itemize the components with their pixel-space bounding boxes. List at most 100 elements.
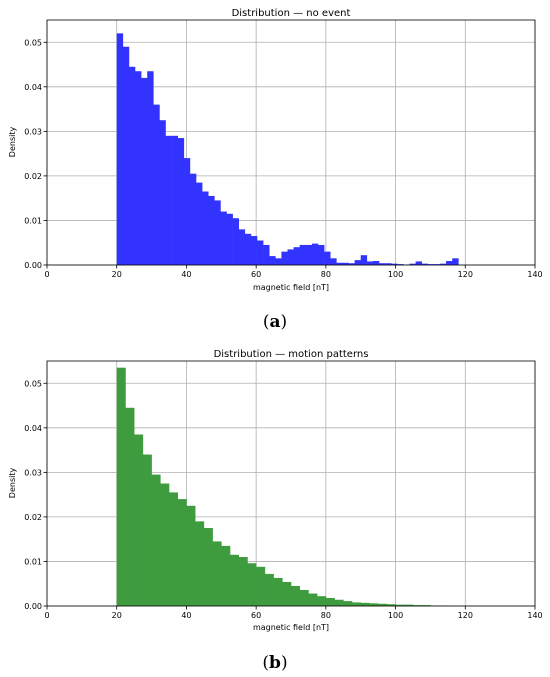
histogram-bar: [324, 251, 331, 265]
histogram-bar: [433, 264, 441, 265]
histogram-bar: [177, 138, 185, 265]
panel-caption-a: (a): [263, 312, 287, 332]
histogram-bar: [183, 158, 191, 265]
x-tick-label: 120: [458, 270, 473, 279]
histogram-bar: [317, 596, 327, 606]
histogram-bar: [244, 233, 252, 265]
histogram-bar: [404, 604, 414, 606]
histogram-bar: [366, 261, 374, 265]
histogram-bar: [305, 244, 313, 265]
histogram-bar: [196, 182, 203, 265]
x-tick-label: 0: [44, 611, 49, 620]
y-tick-label: 0.02: [24, 513, 42, 522]
histogram-bar: [160, 483, 170, 606]
histogram-bar: [360, 255, 368, 265]
histogram-bar: [281, 251, 288, 265]
histogram-bar: [165, 135, 172, 265]
histogram-bar: [122, 46, 130, 266]
histogram-bar: [232, 218, 240, 265]
histogram-bar: [221, 545, 231, 606]
histogram-bar: [116, 33, 124, 266]
histogram-bars: [116, 33, 459, 266]
histogram-bar: [360, 602, 370, 606]
x-tick-label: 40: [181, 270, 191, 279]
x-tick-label: 120: [458, 611, 473, 620]
y-tick-label: 0.02: [24, 172, 42, 181]
histogram-bar: [385, 263, 392, 265]
x-tick-label: 100: [388, 270, 403, 279]
histogram-bar: [128, 66, 136, 265]
y-tick-label: 0.05: [24, 38, 42, 47]
histogram-bar: [273, 577, 283, 606]
histogram-bar: [147, 71, 154, 266]
histogram-bar: [336, 262, 343, 265]
histogram-bar: [202, 191, 209, 265]
histogram-bar: [186, 505, 196, 606]
histogram-bar: [226, 213, 233, 265]
x-axis: 0 20 40 60 80 100 120 140: [44, 265, 543, 279]
histogram-bar: [208, 195, 215, 265]
histogram-bar: [142, 454, 152, 606]
histogram-bar: [354, 260, 362, 265]
x-tick-label: 140: [527, 270, 542, 279]
histogram-bar: [379, 263, 386, 265]
histogram-bar: [446, 260, 453, 265]
panel-caption-b: (b): [262, 653, 287, 673]
chart-panel-b: Distribution — motion patterns 0 20 40 60 80…: [8, 349, 543, 673]
chart-title: Distribution — no event: [232, 8, 351, 19]
x-tick-label: 20: [112, 611, 122, 620]
y-tick-label: 0.03: [24, 468, 42, 477]
histogram-bar: [220, 211, 227, 265]
histogram-bar: [203, 528, 213, 606]
histogram-bar: [427, 264, 435, 265]
histogram-bar: [440, 263, 447, 265]
histogram-bar: [264, 573, 274, 606]
y-tick-label: 0.04: [24, 424, 42, 433]
chart-title: Distribution — motion patterns: [214, 349, 369, 360]
histogram-bar: [395, 604, 405, 606]
histogram-bar: [391, 263, 398, 265]
histogram-bar: [151, 474, 161, 606]
x-tick-label: 0: [44, 270, 49, 279]
x-tick-label: 140: [527, 611, 542, 620]
y-axis: 0.00 0.01 0.02 0.03 0.04 0.05: [24, 379, 47, 611]
x-tick-label: 20: [112, 270, 122, 279]
histogram-bar: [409, 263, 416, 265]
x-tick-label: 80: [321, 611, 331, 620]
histogram-bar: [247, 563, 257, 606]
histogram-bar: [291, 585, 301, 606]
histogram-bar: [299, 244, 307, 265]
plot-frame: [46, 19, 536, 266]
x-tick-label: 60: [251, 611, 261, 620]
histogram-bar: [311, 243, 319, 265]
histogram-bar: [153, 104, 160, 266]
histogram-bar: [378, 603, 388, 606]
histogram-bar: [352, 602, 362, 606]
histogram-bar: [421, 263, 429, 265]
histogram-bar: [415, 261, 423, 265]
histogram-bar: [256, 566, 266, 606]
histogram-bar: [299, 589, 309, 606]
histogram-bar: [263, 244, 270, 265]
histogram-bar: [343, 601, 353, 606]
histogram-bar: [308, 593, 318, 606]
histogram-bar: [238, 229, 246, 265]
caption-letter: b: [269, 653, 281, 673]
histogram-bar: [125, 407, 135, 606]
histogram-bar: [282, 581, 292, 606]
x-tick-label: 100: [388, 611, 403, 620]
histogram-bar: [141, 77, 148, 265]
caption-letter: a: [269, 312, 280, 332]
histogram-bar: [269, 256, 276, 265]
histogram-bar: [159, 120, 166, 266]
chart-panel-a: Distribution — no event 0 20 40 60 80 100 120 1…: [8, 8, 543, 332]
histogram-bar: [212, 541, 222, 606]
histogram-bar: [348, 263, 355, 265]
histogram-bar: [330, 258, 337, 265]
x-axis-label: magnetic field [nT]: [253, 283, 329, 292]
histogram-bar: [275, 258, 282, 265]
y-axis-label: Density: [8, 468, 17, 499]
x-tick-label: 40: [181, 611, 191, 620]
x-tick-label: 60: [251, 270, 261, 279]
